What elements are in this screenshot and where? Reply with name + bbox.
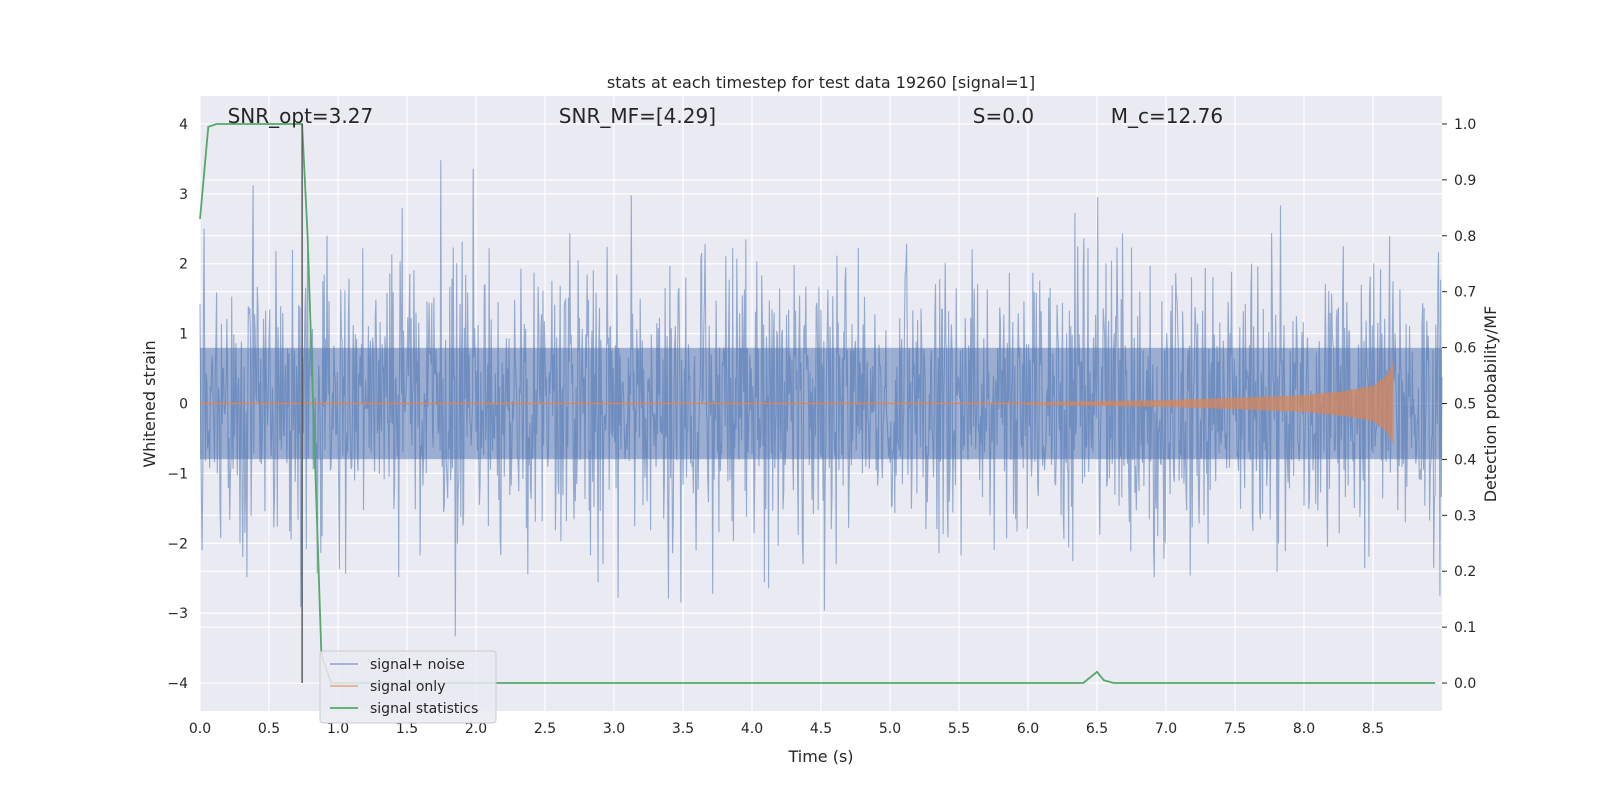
x-tick-label: 2.5 [534,721,556,737]
x-tick-label: 7.0 [1155,721,1177,737]
x-tick-label: 0.0 [189,721,211,737]
x-tick-label: 1.0 [327,721,349,737]
legend: signal+ noise signal only signal statist… [319,650,497,724]
x-tick-label: 5.5 [948,721,970,737]
legend-label-stat: signal statistics [370,701,478,717]
y-tick-label: −4 [167,676,188,692]
signal-envelope [1028,361,1394,446]
noise-trace [199,160,1443,637]
y2-tick-label: 0.8 [1454,229,1476,245]
y-axis-label: Whitened strain [140,340,159,467]
legend-label-signal: signal only [370,679,445,695]
x-tick-label: 8.5 [1362,721,1384,737]
y-tick-label: 4 [179,117,188,133]
y2-tick-label: 0.6 [1454,341,1476,357]
y-tick-label: 3 [179,187,188,203]
y2-axis-ticks: 0.0 0.1 0.2 0.3 0.4 0.5 0.6 0.7 0.8 0.9 1.0 [1442,117,1476,692]
y-tick-label: −3 [167,606,188,622]
y-tick-label: −1 [167,466,188,482]
y2-tick-label: 0.1 [1454,620,1476,636]
y-tick-label: 1 [179,327,188,343]
x-tick-label: 5.0 [879,721,901,737]
signal-series [200,361,1394,446]
chart-title: stats at each timestep for test data 192… [607,73,1035,92]
y-tick-label: 2 [179,257,188,273]
x-tick-label: 1.5 [396,721,418,737]
y2-tick-label: 0.2 [1454,564,1476,580]
x-tick-label: 0.5 [258,721,280,737]
x-tick-label: 7.5 [1224,721,1246,737]
y-tick-label: 0 [179,397,188,413]
annotation-text: SNR_MF=[4.29] [559,104,716,128]
y2-tick-label: 0.3 [1454,508,1476,524]
x-axis-ticks: 0.0 0.5 1.0 1.5 2.0 2.5 3.0 3.5 4.0 4.5 5.0 5.5 6.0 6… [189,721,1384,737]
x-tick-label: 8.0 [1293,721,1315,737]
y-axis-ticks: −4 −3 −2 −1 0 1 2 3 4 [167,117,188,692]
x-axis-label: Time (s) [787,747,853,766]
annotation-text: S=0.0 [973,104,1034,128]
legend-box [319,650,497,724]
x-tick-label: 3.5 [672,721,694,737]
legend-label-noise: signal+ noise [370,657,465,673]
y2-tick-label: 0.4 [1454,452,1476,468]
annotation-text: SNR_opt=3.27 [228,104,374,128]
y2-axis-label: Detection probability/MF [1481,306,1500,503]
y2-tick-label: 0.7 [1454,285,1476,301]
x-tick-label: 2.0 [465,721,487,737]
annotations: SNR_opt=3.27 SNR_MF=[4.29] S=0.0 M_c=12.76 [228,104,1223,128]
y2-tick-label: 0.0 [1454,676,1476,692]
x-tick-label: 4.5 [810,721,832,737]
x-tick-label: 3.0 [603,721,625,737]
x-tick-label: 6.0 [1017,721,1039,737]
x-tick-label: 4.0 [741,721,763,737]
x-tick-label: 6.5 [1086,721,1108,737]
annotation-text: M_c=12.76 [1111,104,1223,128]
y2-tick-label: 1.0 [1454,117,1476,133]
y-tick-label: −2 [167,536,188,552]
y2-tick-label: 0.5 [1454,397,1476,413]
y2-tick-label: 0.9 [1454,173,1476,189]
